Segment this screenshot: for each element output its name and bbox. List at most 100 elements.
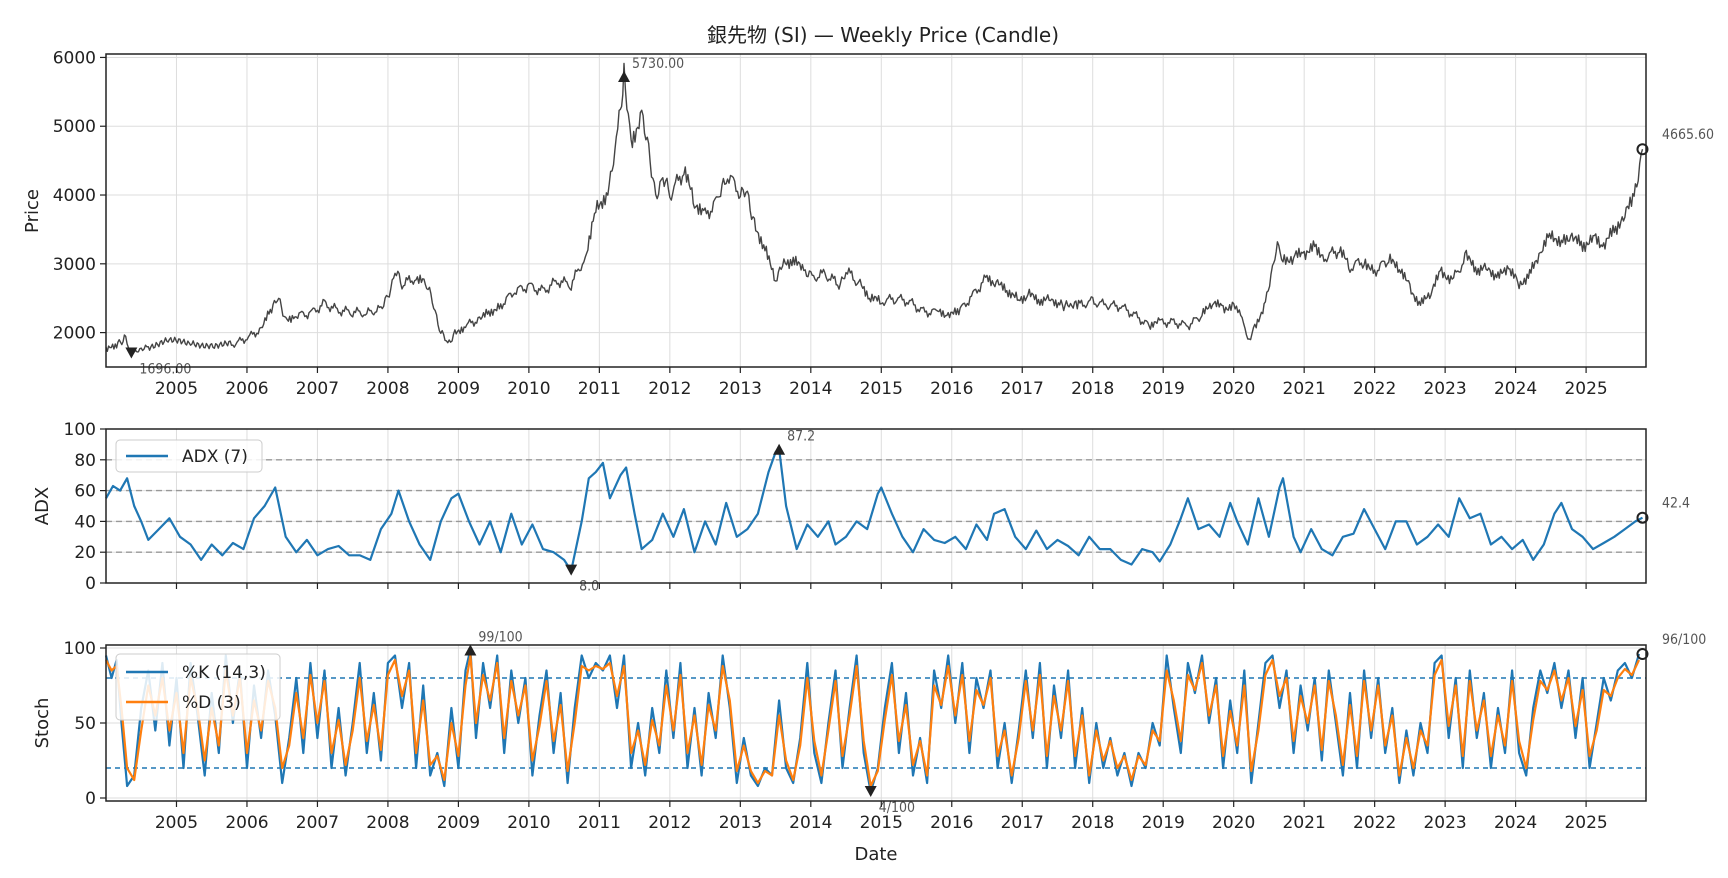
adx-y-tick-label: 20 [74,543,96,563]
price-x-tick-label: 2006 [225,379,268,399]
price-x-tick-label: 2025 [1564,379,1607,399]
price-x-tick-label: 2012 [648,379,691,399]
price-max-label: 5730.00 [632,56,684,72]
adx-annotations: 87.2 8.0 42.4 [565,429,1690,595]
stoch-x-tick-label: 2007 [296,813,339,833]
stoch-x-tick-label: 2016 [930,813,973,833]
chart-title: 銀先物 (SI) — Weekly Price (Candle) [707,23,1059,47]
stoch-x-tick-label: 2023 [1423,813,1466,833]
stoch-x-tick-label: 2022 [1353,813,1396,833]
adx-grid [106,428,1646,584]
stoch-x-tick-label: 2018 [1071,813,1114,833]
price-y-tick-label: 2000 [53,324,96,344]
stoch-series-line-1 [105,654,1640,788]
adx-y-tick-label: 80 [74,451,96,471]
adx-series [105,447,1644,572]
adx-y-ticks: 0 20 40 60 80 100 [64,420,106,594]
price-x-tick-label: 2013 [719,379,762,399]
price-x-tick-label: 2015 [860,379,903,399]
stoch-x-tick-label: 2017 [1001,813,1044,833]
stoch-x-tick-label: 2014 [789,813,832,833]
stoch-max-label: 99/100 [478,630,522,646]
adx-legend-label: ADX (7) [182,447,248,467]
adx-max-marker [773,443,786,455]
stoch-y-tick-label: 0 [85,789,96,809]
price-y-tick-label: 4000 [53,186,96,206]
adx-y-tick-label: 60 [74,482,96,502]
price-max-marker [618,71,631,83]
adx-max-label: 87.2 [787,429,815,445]
adx-last-label: 42.4 [1662,496,1690,512]
price-y-label: Price [22,189,43,233]
stoch-y-label: Stoch [32,698,53,749]
adx-y-label: ADX [32,487,53,526]
stoch-x-ticks: 2005 2006 2007 2008 2009 2010 2011 2012 2013 2014… [155,801,1608,833]
adx-last-marker [1636,511,1649,524]
price-x-tick-label: 2011 [578,379,621,399]
price-axes-frame [105,53,1647,368]
stoch-x-tick-label: 2009 [437,813,480,833]
price-x-tick-label: 2014 [789,379,832,399]
stoch-y-tick-label: 100 [64,639,96,659]
stoch-max-marker [464,644,477,656]
price-min-marker [125,347,138,359]
price-x-tick-label: 2024 [1494,379,1537,399]
stoch-x-tick-label: 2019 [1142,813,1185,833]
adx-series-line-0 [105,447,1644,572]
stoch-y-tick-label: 50 [74,714,96,734]
stoch-x-tick-label: 2012 [648,813,691,833]
adx-min-marker [565,564,578,576]
stoch-legend-d-label: %D (3) [182,693,241,713]
stoch-ref-lines [106,677,1646,769]
adx-panel: 87.2 8.0 42.4 0 20 40 60 80 100 ADX ADX (7) [32,420,1690,595]
stoch-series-line-0 [104,648,1641,794]
price-grid [106,54,1646,367]
stoch-min-marker [864,786,877,797]
price-x-tick-label: 2005 [155,379,198,399]
adx-y-tick-label: 0 [85,574,96,594]
stoch-x-tick-label: 2008 [366,813,409,833]
stoch-min-label: 4/100 [879,800,915,816]
price-x-tick-label: 2008 [366,379,409,399]
adx-min-label: 8.0 [579,579,599,595]
price-series-line-0 [105,62,1644,355]
stoch-series [104,648,1641,794]
adx-ref-lines [106,459,1646,553]
stoch-x-tick-label: 2025 [1564,813,1607,833]
price-x-tick-label: 2021 [1283,379,1326,399]
adx-legend-box [115,439,263,473]
price-x-tick-label: 2010 [507,379,550,399]
price-x-tick-label: 2009 [437,379,480,399]
adx-legend: ADX (7) [115,439,263,473]
adx-y-tick-label: 40 [74,512,96,532]
price-x-tick-label: 2007 [296,379,339,399]
price-annotations: 5730.00 1696.00 4665.60 [125,56,1714,378]
price-last-label: 4665.60 [1662,127,1714,143]
stoch-x-tick-label: 2010 [507,813,550,833]
price-x-tick-label: 2017 [1001,379,1044,399]
price-x-tick-label: 2020 [1212,379,1255,399]
price-min-label: 1696.00 [139,362,191,378]
adx-axes-frame [105,428,1647,584]
adx-x-ticks [175,583,1587,589]
stoch-x-label: Date [854,844,897,865]
stoch-legend-k-label: %K (14,3) [182,663,266,683]
price-x-tick-label: 2019 [1142,379,1185,399]
stoch-legend: %K (14,3) %D (3) [115,653,281,721]
stoch-x-tick-label: 2020 [1212,813,1255,833]
stoch-x-tick-label: 2005 [155,813,198,833]
price-x-tick-label: 2016 [930,379,973,399]
stoch-legend-box [115,653,281,721]
stoch-annotations: 99/100 4/100 96/100 [464,630,1706,816]
price-series [105,62,1644,355]
price-y-tick-label: 6000 [53,48,96,68]
price-x-ticks: 2005 2006 2007 2008 2009 2010 2011 2012 2013 2014… [155,367,1608,399]
stoch-last-marker [1636,648,1649,660]
stoch-y-ticks: 0 50 100 [64,639,106,809]
price-y-tick-label: 3000 [53,255,96,275]
price-y-ticks: 2000 3000 4000 5000 6000 [53,48,106,344]
price-x-tick-label: 2023 [1423,379,1466,399]
price-x-tick-label: 2018 [1071,379,1114,399]
price-last-marker [1636,143,1649,156]
